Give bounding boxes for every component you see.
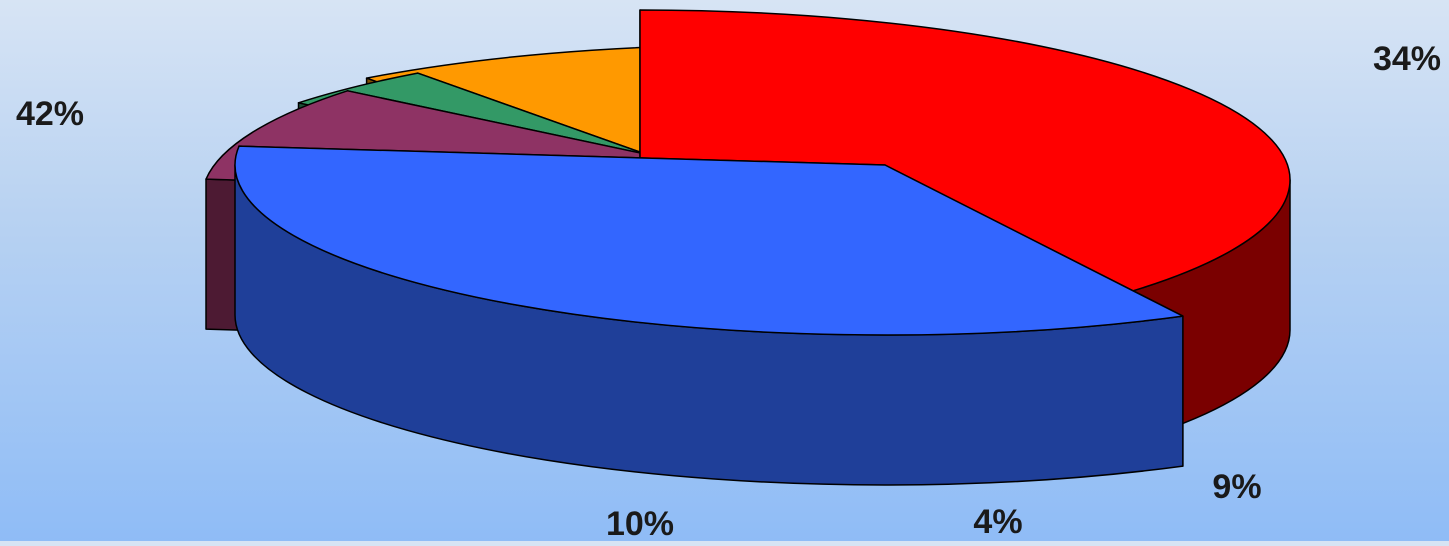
data-label-0: 42% bbox=[16, 95, 84, 133]
data-label-3: 4% bbox=[973, 503, 1022, 541]
pie-slice-1-top bbox=[234, 145, 1184, 336]
pie-slice-1 bbox=[234, 145, 1184, 486]
data-label-4: 10% bbox=[606, 505, 674, 541]
data-label-1: 34% bbox=[1373, 40, 1441, 78]
data-label-2: 9% bbox=[1212, 468, 1261, 506]
